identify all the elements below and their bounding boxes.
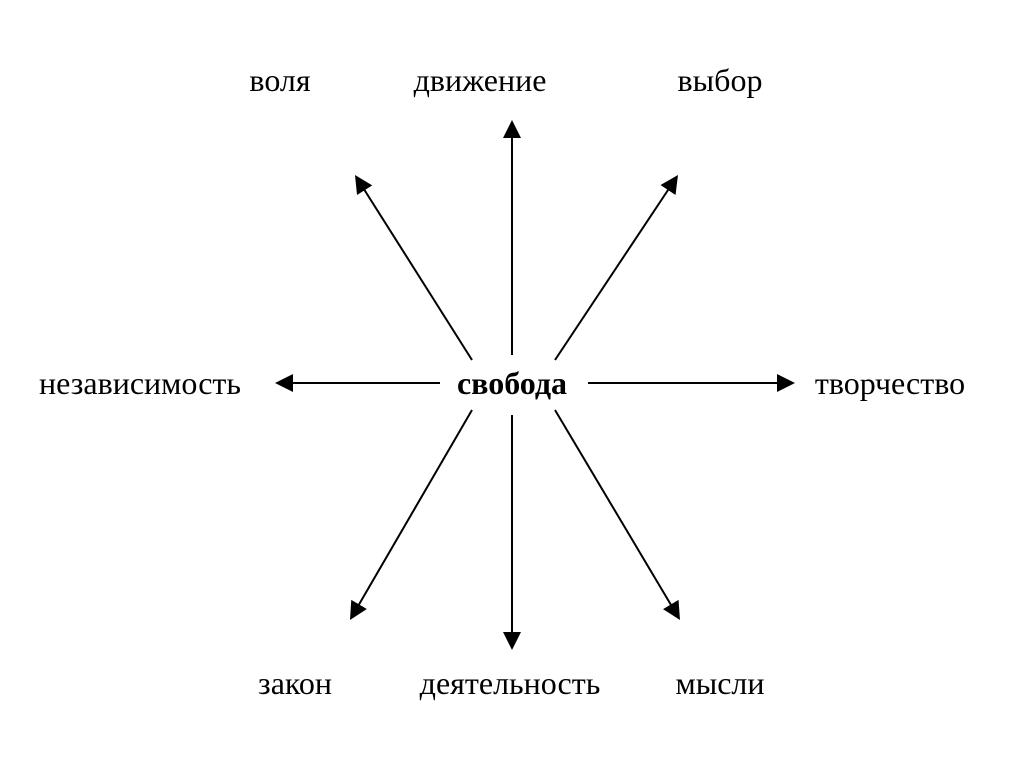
node-label-dvizhenie: движение [414,62,547,99]
arrowhead-icon [503,120,521,138]
arrowhead-icon [350,600,367,620]
node-label-mysli: мысли [675,665,764,702]
node-label-volya: воля [249,62,310,99]
node-label-vybor: выбор [678,62,763,99]
edge-arrow [361,184,472,360]
arrowhead-icon [661,175,678,195]
node-label-nezavisimost: независимость [39,365,241,402]
arrowhead-icon [503,632,521,650]
center-node-label: свобода [457,365,567,402]
edge-arrow [555,184,672,360]
node-label-tvorchestvo: творчество [815,365,965,402]
arrowhead-icon [663,600,680,620]
concept-map: свобода воля движение выбор независимость тво… [0,0,1024,767]
arrowhead-icon [355,175,372,195]
edge-arrow [555,410,674,611]
node-label-deyatelnost: деятельность [420,665,601,702]
arrowhead-icon [275,374,293,392]
node-label-zakon: закон [258,665,332,702]
arrowhead-icon [777,374,795,392]
edge-arrow [355,410,472,611]
